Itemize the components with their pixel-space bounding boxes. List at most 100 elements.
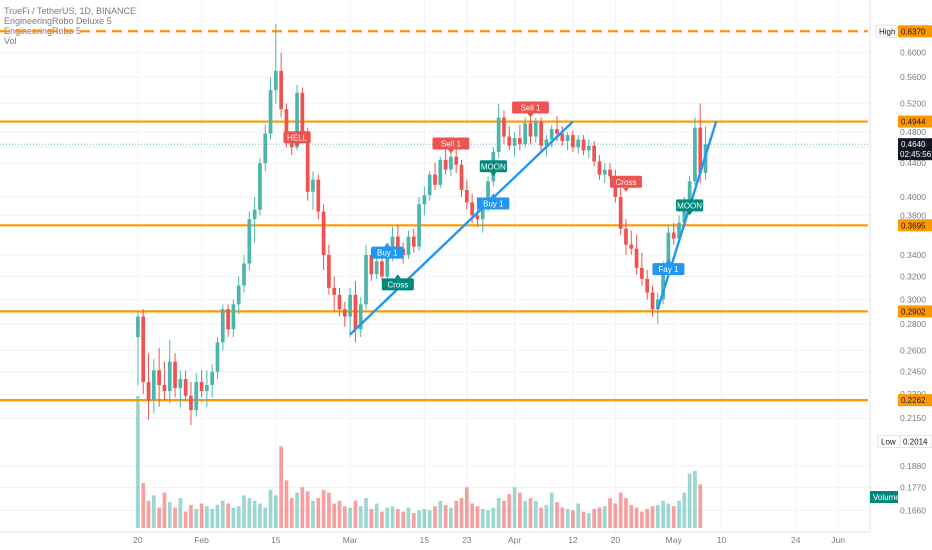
volume-bar (634, 507, 639, 528)
price-tick-label: 0.2450 (900, 367, 926, 377)
time-tick-label: Apr (508, 535, 521, 545)
candle-body (581, 139, 586, 151)
candle-body (167, 361, 172, 392)
volume-bar (390, 506, 395, 528)
candle-body (693, 127, 697, 182)
volume-bar (502, 500, 506, 528)
volume-bar (645, 508, 650, 528)
candle-body (231, 304, 236, 330)
time-tick-label: Feb (194, 535, 209, 545)
volume-bar (332, 503, 337, 528)
volume-bar (316, 498, 321, 528)
candle-body (427, 174, 432, 196)
signal-label: Buy 1 (483, 200, 504, 209)
candle-body (305, 132, 310, 192)
volume-bar (284, 480, 289, 528)
signal-box (512, 101, 549, 114)
time-tick-label: 20 (611, 535, 621, 545)
volume-bar (549, 492, 554, 528)
volume-bar (433, 506, 437, 528)
candle-body (199, 382, 204, 392)
time-tick-label: 15 (420, 535, 430, 545)
level-price-text: 0.4944 (901, 118, 926, 127)
price-tick-label: 0.4400 (900, 158, 926, 168)
volume-bar (136, 396, 140, 528)
candle-body (220, 309, 225, 343)
volume-bar (369, 508, 374, 528)
volume-bar (491, 507, 496, 528)
candle-body (247, 219, 252, 264)
price-tick-label: 0.3000 (900, 295, 926, 305)
volume-bar (406, 507, 411, 528)
volume-bar (151, 495, 156, 528)
candle-body (454, 156, 459, 165)
candle-body (661, 267, 665, 300)
price-tick-label: 0.5200 (900, 99, 926, 109)
price-tick-label: 0.1660 (900, 505, 926, 515)
volume-bar (687, 473, 692, 528)
volume-bar (178, 498, 183, 528)
level-price-tag (898, 305, 932, 318)
candle-body (645, 278, 650, 293)
candle-body (178, 379, 183, 389)
volume-bar (321, 489, 326, 528)
time-tick-label: 15 (271, 535, 281, 545)
volume-bar (173, 507, 177, 528)
candle-body (502, 117, 506, 137)
volume-bar (157, 507, 161, 528)
candle-body (624, 228, 628, 245)
candle-body (205, 385, 209, 392)
volume-bar (205, 506, 209, 528)
volume-bar (470, 503, 474, 528)
level-price-text: 0.3695 (901, 221, 926, 230)
signal-box (283, 131, 311, 144)
volume-bar (539, 507, 543, 528)
volume-bar (141, 483, 146, 528)
candle-body (544, 139, 549, 146)
volume-bar (475, 506, 480, 528)
candle-body (348, 294, 352, 317)
candle-body (162, 385, 167, 392)
candle-body (242, 263, 246, 286)
time-axis[interactable]: 20 Feb 15 Mar 15 23 Apr 12 20 May 10 24 Jun (0, 531, 870, 545)
volume-bar (252, 500, 257, 528)
time-tick-label: 10 (717, 535, 727, 545)
level-price-tag (898, 115, 932, 128)
candle-body (385, 250, 390, 277)
candle-body (533, 121, 538, 137)
candle-body (523, 123, 528, 145)
indicator-label-3: Vol (4, 36, 17, 46)
candle-body (565, 135, 570, 142)
price-axis[interactable]: 0.60000.56000.52000.48000.46000.44000.40… (869, 0, 932, 550)
volume-bar (273, 495, 278, 528)
volume-bar (364, 498, 368, 528)
candle-body (438, 159, 443, 185)
level-price-tag (898, 219, 932, 232)
volume-bar (385, 507, 390, 528)
volume-bar (618, 492, 623, 528)
volume-bar (311, 500, 315, 528)
candle-body (586, 145, 591, 151)
candle-body (342, 309, 347, 317)
candle-body (183, 379, 188, 396)
time-tick-label: May (666, 535, 683, 545)
volume-bar (327, 492, 331, 528)
volume-bar (560, 507, 565, 528)
candle-body (602, 169, 607, 175)
candle-body (655, 299, 660, 310)
signal-label: HELL (287, 133, 308, 142)
volume-bar (443, 504, 448, 528)
chart-legend: TrueFi / TetherUS, 1D, BINANCE Engineeri… (4, 6, 136, 46)
signal-box (371, 246, 404, 259)
volume-bar (533, 500, 538, 528)
low-price-tag (899, 435, 932, 449)
volume-bar (624, 498, 628, 528)
price-tick-label: 0.3400 (900, 250, 926, 260)
volume-bar (671, 506, 676, 528)
volume-bar (512, 487, 517, 528)
level-price-text: 0.6370 (901, 27, 926, 36)
volume-bar (396, 508, 400, 528)
candle-body (449, 156, 453, 170)
trendlines (349, 120, 718, 336)
